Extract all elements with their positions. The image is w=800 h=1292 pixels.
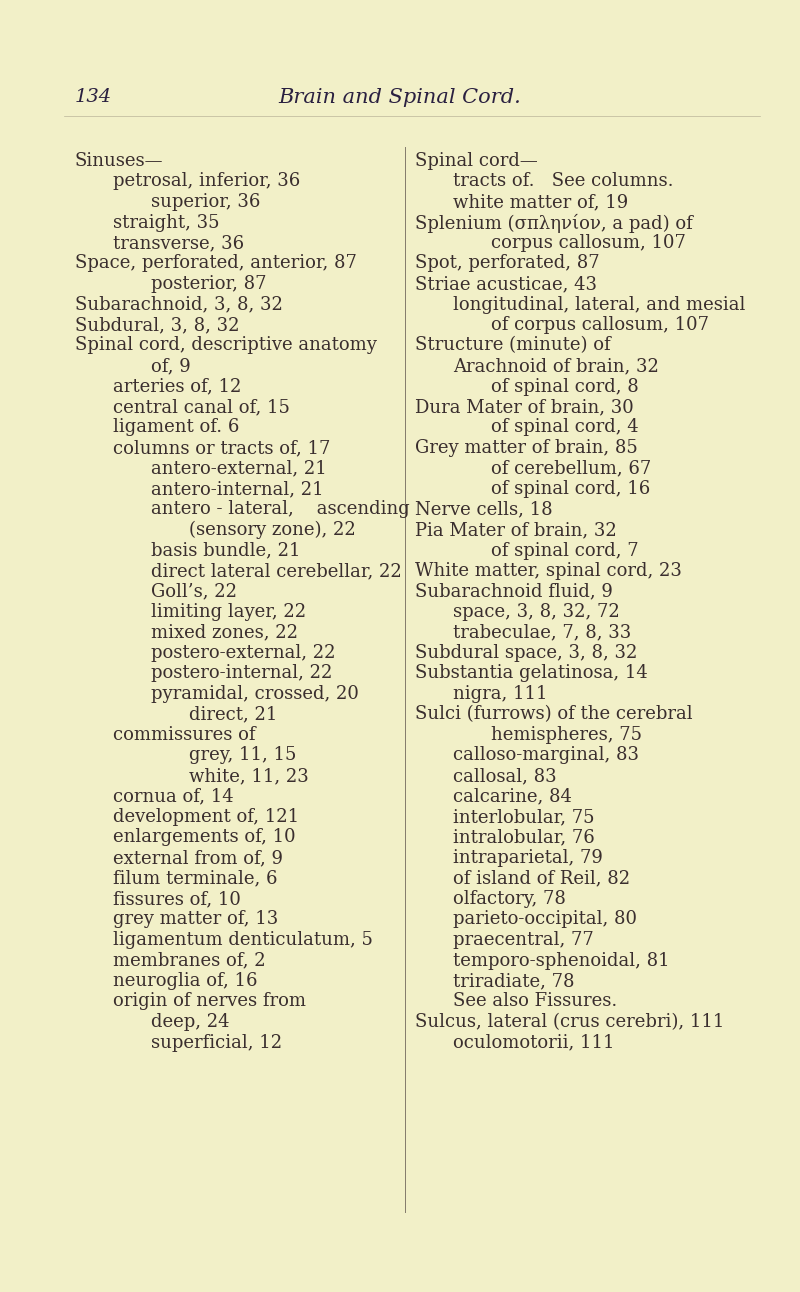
Text: calcarine, 84: calcarine, 84 xyxy=(453,788,572,805)
Text: deep, 24: deep, 24 xyxy=(151,1013,230,1031)
Text: Spinal cord—: Spinal cord— xyxy=(415,152,538,171)
Text: Goll’s, 22: Goll’s, 22 xyxy=(151,583,237,601)
Text: of island of Reil, 82: of island of Reil, 82 xyxy=(453,870,630,888)
Text: Grey matter of brain, 85: Grey matter of brain, 85 xyxy=(415,439,638,457)
Text: Spinal cord, descriptive anatomy: Spinal cord, descriptive anatomy xyxy=(75,336,377,354)
Text: fissures of, 10: fissures of, 10 xyxy=(113,890,241,908)
Text: of spinal cord, 16: of spinal cord, 16 xyxy=(491,481,650,497)
Text: pyramidal, crossed, 20: pyramidal, crossed, 20 xyxy=(151,685,359,703)
Text: cornua of, 14: cornua of, 14 xyxy=(113,788,234,805)
Text: intralobular, 76: intralobular, 76 xyxy=(453,828,594,846)
Text: calloso-marginal, 83: calloso-marginal, 83 xyxy=(453,747,639,765)
Text: antero-internal, 21: antero-internal, 21 xyxy=(151,481,324,497)
Text: central canal of, 15: central canal of, 15 xyxy=(113,398,290,416)
Text: filum terminale, 6: filum terminale, 6 xyxy=(113,870,278,888)
Text: antero-external, 21: antero-external, 21 xyxy=(151,460,326,478)
Text: white matter of, 19: white matter of, 19 xyxy=(453,193,628,211)
Text: space, 3, 8, 32, 72: space, 3, 8, 32, 72 xyxy=(453,603,620,621)
Text: parieto-occipital, 80: parieto-occipital, 80 xyxy=(453,911,637,929)
Text: Subarachnoid, 3, 8, 32: Subarachnoid, 3, 8, 32 xyxy=(75,296,283,314)
Text: ligamentum denticulatum, 5: ligamentum denticulatum, 5 xyxy=(113,932,373,950)
Text: development of, 121: development of, 121 xyxy=(113,808,299,826)
Text: basis bundle, 21: basis bundle, 21 xyxy=(151,541,301,559)
Text: enlargements of, 10: enlargements of, 10 xyxy=(113,828,296,846)
Text: White matter, spinal cord, 23: White matter, spinal cord, 23 xyxy=(415,562,682,580)
Text: Splenium (σπληνίον, a pad) of: Splenium (σπληνίον, a pad) of xyxy=(415,213,693,233)
Text: Subarachnoid fluid, 9: Subarachnoid fluid, 9 xyxy=(415,583,613,601)
Text: straight, 35: straight, 35 xyxy=(113,213,219,231)
Text: triradiate, 78: triradiate, 78 xyxy=(453,972,574,990)
Text: callosal, 83: callosal, 83 xyxy=(453,767,557,786)
Text: 134: 134 xyxy=(75,88,112,106)
Text: superior, 36: superior, 36 xyxy=(151,193,260,211)
Text: corpus callosum, 107: corpus callosum, 107 xyxy=(491,234,686,252)
Text: Sulci (furrows) of the cerebral: Sulci (furrows) of the cerebral xyxy=(415,705,693,724)
Text: white, 11, 23: white, 11, 23 xyxy=(189,767,309,786)
Text: of cerebellum, 67: of cerebellum, 67 xyxy=(491,460,651,478)
Text: membranes of, 2: membranes of, 2 xyxy=(113,951,266,969)
Text: longitudinal, lateral, and mesial: longitudinal, lateral, and mesial xyxy=(453,296,746,314)
Text: olfactory, 78: olfactory, 78 xyxy=(453,890,566,908)
Text: Sulcus, lateral (crus cerebri), 111: Sulcus, lateral (crus cerebri), 111 xyxy=(415,1013,724,1031)
Text: trabeculae, 7, 8, 33: trabeculae, 7, 8, 33 xyxy=(453,624,631,642)
Text: columns or tracts of, 17: columns or tracts of, 17 xyxy=(113,439,330,457)
Text: of spinal cord, 7: of spinal cord, 7 xyxy=(491,541,638,559)
Text: of spinal cord, 8: of spinal cord, 8 xyxy=(491,377,638,395)
Text: Spot, perforated, 87: Spot, perforated, 87 xyxy=(415,255,600,273)
Text: Structure (minute) of: Structure (minute) of xyxy=(415,336,610,354)
Text: Subdural, 3, 8, 32: Subdural, 3, 8, 32 xyxy=(75,317,239,335)
Text: posterior, 87: posterior, 87 xyxy=(151,275,266,293)
Text: of, 9: of, 9 xyxy=(151,357,190,375)
Text: Striae acusticae, 43: Striae acusticae, 43 xyxy=(415,275,597,293)
Text: Subdural space, 3, 8, 32: Subdural space, 3, 8, 32 xyxy=(415,643,638,662)
Text: Space, perforated, anterior, 87: Space, perforated, anterior, 87 xyxy=(75,255,357,273)
Text: grey, 11, 15: grey, 11, 15 xyxy=(189,747,296,765)
Text: Nerve cells, 18: Nerve cells, 18 xyxy=(415,500,553,518)
Text: Substantia gelatinosa, 14: Substantia gelatinosa, 14 xyxy=(415,664,648,682)
Text: limiting layer, 22: limiting layer, 22 xyxy=(151,603,306,621)
Text: oculomotorii, 111: oculomotorii, 111 xyxy=(453,1034,614,1052)
Text: praecentral, 77: praecentral, 77 xyxy=(453,932,594,950)
Text: commissures of: commissures of xyxy=(113,726,255,744)
Text: of spinal cord, 4: of spinal cord, 4 xyxy=(491,419,638,437)
Text: Brain and Spinal Cord.: Brain and Spinal Cord. xyxy=(278,88,522,107)
Text: interlobular, 75: interlobular, 75 xyxy=(453,808,594,826)
Text: temporo-sphenoidal, 81: temporo-sphenoidal, 81 xyxy=(453,951,670,969)
Text: Pia Mater of brain, 32: Pia Mater of brain, 32 xyxy=(415,521,617,539)
Text: grey matter of, 13: grey matter of, 13 xyxy=(113,911,278,929)
Text: See also Fissures.: See also Fissures. xyxy=(453,992,618,1010)
Text: Sinuses—: Sinuses— xyxy=(75,152,163,171)
Text: external from of, 9: external from of, 9 xyxy=(113,849,283,867)
Text: origin of nerves from: origin of nerves from xyxy=(113,992,306,1010)
Text: mixed zones, 22: mixed zones, 22 xyxy=(151,624,298,642)
Text: Arachnoid of brain, 32: Arachnoid of brain, 32 xyxy=(453,357,659,375)
Text: tracts of.   See columns.: tracts of. See columns. xyxy=(453,173,674,190)
Text: transverse, 36: transverse, 36 xyxy=(113,234,244,252)
Text: petrosal, inferior, 36: petrosal, inferior, 36 xyxy=(113,173,300,190)
Text: direct lateral cerebellar, 22: direct lateral cerebellar, 22 xyxy=(151,562,402,580)
Text: nigra, 111: nigra, 111 xyxy=(453,685,547,703)
Text: postero-internal, 22: postero-internal, 22 xyxy=(151,664,332,682)
Text: superficial, 12: superficial, 12 xyxy=(151,1034,282,1052)
Text: ligament of. 6: ligament of. 6 xyxy=(113,419,239,437)
Text: Dura Mater of brain, 30: Dura Mater of brain, 30 xyxy=(415,398,634,416)
Text: arteries of, 12: arteries of, 12 xyxy=(113,377,242,395)
Text: (sensory zone), 22: (sensory zone), 22 xyxy=(189,521,356,539)
Text: postero-external, 22: postero-external, 22 xyxy=(151,643,335,662)
Text: intraparietal, 79: intraparietal, 79 xyxy=(453,849,603,867)
Text: of corpus callosum, 107: of corpus callosum, 107 xyxy=(491,317,709,335)
Text: neuroglia of, 16: neuroglia of, 16 xyxy=(113,972,258,990)
Text: direct, 21: direct, 21 xyxy=(189,705,278,724)
Text: hemispheres, 75: hemispheres, 75 xyxy=(491,726,642,744)
Text: antero - lateral,    ascending: antero - lateral, ascending xyxy=(151,500,410,518)
